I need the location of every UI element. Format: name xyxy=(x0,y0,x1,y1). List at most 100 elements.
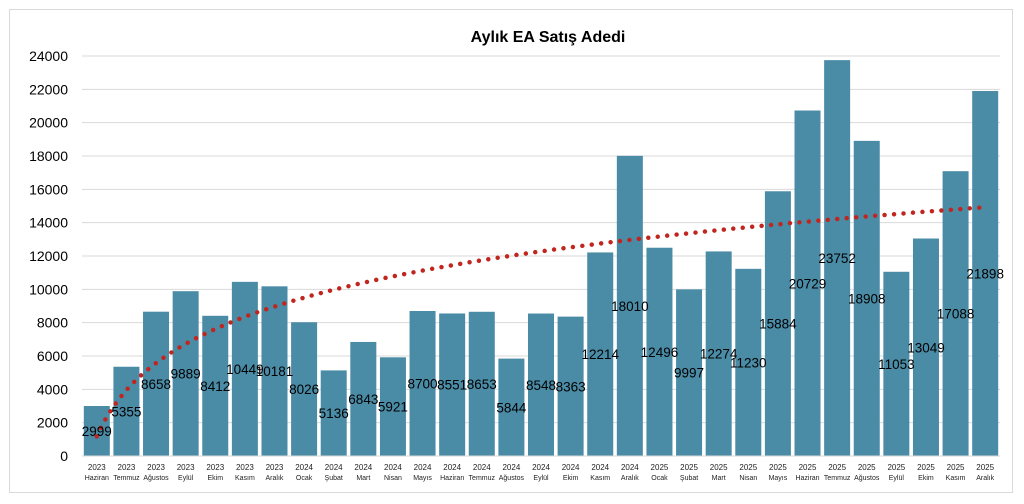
x-tick-month: Ekim xyxy=(207,475,223,482)
y-tick-label: 16000 xyxy=(29,181,68,197)
x-tick-year: 2025 xyxy=(828,463,846,472)
x-tick-year: 2025 xyxy=(739,463,757,472)
x-tick-month: Ekim xyxy=(918,475,934,482)
data-label: 18908 xyxy=(848,291,886,306)
bar xyxy=(794,110,821,457)
chart-title: Aylık EA Satış Adedi xyxy=(471,29,626,46)
x-tick-month: Ocak xyxy=(651,475,668,482)
x-tick-month: Nisan xyxy=(739,475,757,482)
x-tick-month: Mart xyxy=(356,475,370,482)
x-tick-year: 2024 xyxy=(621,463,639,472)
bar xyxy=(172,291,199,456)
data-label: 6843 xyxy=(348,392,378,407)
data-label: 2999 xyxy=(82,424,112,439)
y-tick-label: 24000 xyxy=(29,48,68,64)
bar xyxy=(676,289,703,456)
y-tick-label: 10000 xyxy=(29,281,68,297)
bar xyxy=(557,316,584,456)
data-label: 21898 xyxy=(966,267,1004,282)
y-tick-label: 22000 xyxy=(29,81,68,97)
data-label: 8548 xyxy=(526,378,556,393)
bar xyxy=(202,315,229,456)
bar xyxy=(587,252,614,456)
data-label: 8026 xyxy=(289,382,319,397)
x-tick-month: Kasım xyxy=(590,475,610,482)
data-label: 5136 xyxy=(319,406,349,421)
bar xyxy=(616,155,643,457)
x-tick-month: Haziran xyxy=(440,475,464,482)
x-tick-month: Haziran xyxy=(85,475,109,482)
data-label: 8700 xyxy=(408,377,438,392)
data-label: 8653 xyxy=(467,377,497,392)
x-tick-year: 2025 xyxy=(680,463,698,472)
trendline xyxy=(94,205,986,439)
data-label: 8412 xyxy=(200,379,230,394)
x-tick-year: 2025 xyxy=(917,463,935,472)
x-tick-year: 2024 xyxy=(591,463,609,472)
x-tick-year: 2023 xyxy=(118,463,136,472)
bar xyxy=(764,191,791,456)
data-label: 20729 xyxy=(789,276,827,291)
x-tick-year: 2024 xyxy=(414,463,432,472)
data-label: 8551 xyxy=(437,378,467,393)
x-tick-year: 2023 xyxy=(177,463,195,472)
data-label: 10181 xyxy=(256,364,294,379)
x-tick-month: Mayıs xyxy=(413,475,432,482)
data-label: 9997 xyxy=(674,366,704,381)
bar xyxy=(972,91,999,457)
x-tick-year: 2024 xyxy=(562,463,580,472)
bar xyxy=(261,286,288,456)
x-tick-year: 2024 xyxy=(443,463,461,472)
x-tick-month: Kasım xyxy=(235,475,255,482)
x-tick-year: 2023 xyxy=(266,463,284,472)
data-label: 12274 xyxy=(700,347,738,362)
data-label: 5844 xyxy=(496,400,527,415)
x-tick-year: 2023 xyxy=(206,463,224,472)
bar xyxy=(498,358,525,456)
data-label: 18010 xyxy=(611,299,649,314)
data-label: 23752 xyxy=(818,251,856,266)
bar xyxy=(143,311,170,456)
x-tick-month: Ekim xyxy=(563,475,579,482)
x-tick-year: 2024 xyxy=(354,463,372,472)
x-tick-month: Temmuz xyxy=(113,475,140,482)
x-tick-year: 2025 xyxy=(710,463,728,472)
data-label: 10449 xyxy=(226,362,264,377)
bar xyxy=(320,370,347,456)
x-tick-year: 2024 xyxy=(532,463,550,472)
x-tick-month: Kasım xyxy=(946,475,966,482)
bar xyxy=(83,406,110,456)
y-tick-label: 20000 xyxy=(29,115,68,131)
bar xyxy=(379,357,406,456)
bar xyxy=(853,140,880,456)
bar xyxy=(735,268,762,456)
y-tick-label: 2000 xyxy=(37,415,68,431)
data-label: 15884 xyxy=(759,317,797,332)
x-tick-month: Şubat xyxy=(680,475,698,482)
x-tick-year: 2025 xyxy=(947,463,965,472)
data-label: 5921 xyxy=(378,400,408,415)
x-tick-month: Ocak xyxy=(296,475,313,482)
x-tick-year: 2023 xyxy=(236,463,254,472)
x-tick-year: 2025 xyxy=(799,463,817,472)
x-tick-month: Aralık xyxy=(266,475,284,482)
data-label: 11053 xyxy=(878,357,915,372)
x-tick-year: 2024 xyxy=(473,463,491,472)
bar xyxy=(942,171,969,456)
y-tick-label: 6000 xyxy=(37,348,68,364)
x-tick-month: Aralık xyxy=(976,475,994,482)
x-tick-year: 2025 xyxy=(769,463,787,472)
bar xyxy=(883,271,910,456)
bar xyxy=(409,311,436,456)
x-tick-month: Eylül xyxy=(533,475,549,482)
x-tick-year: 2024 xyxy=(325,463,343,472)
x-tick-month: Ağustos xyxy=(143,475,169,482)
y-tick-label: 12000 xyxy=(29,248,68,264)
x-tick-month: Eylül xyxy=(889,475,905,482)
data-label: 9889 xyxy=(171,367,201,382)
bar xyxy=(439,313,466,456)
bar xyxy=(291,322,318,456)
y-tick-label: 18000 xyxy=(29,148,68,164)
data-label: 8658 xyxy=(141,377,171,392)
